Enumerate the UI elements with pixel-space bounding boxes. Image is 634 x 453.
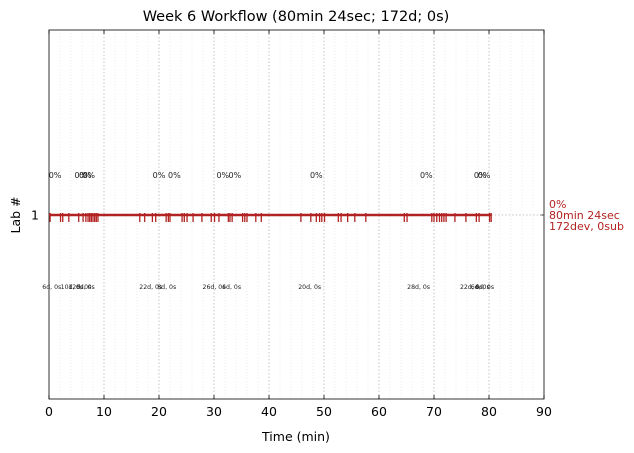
duration-label: 6d, 0s (475, 284, 494, 291)
percent-label: 0% (420, 171, 433, 180)
percent-labels: 0% 0%0%0% 0% 0% 0% 0% 0% 0% 0%0% (49, 171, 491, 180)
percent-label: 0% (82, 171, 95, 180)
percent-label: 0% (474, 171, 487, 180)
duration-label: 8d, 0s (157, 284, 176, 291)
y-axis-label: Lab # (8, 196, 23, 233)
duration-label: 22d, 0s (139, 284, 162, 291)
row-summary-line: 172dev, 0sub (549, 220, 624, 233)
x-axis-label: Time (min) (261, 429, 330, 444)
duration-label: 6d, 0s (471, 284, 490, 291)
percent-label: 0% (229, 171, 242, 180)
duration-label: 6d, 0s (42, 284, 61, 291)
duration-label: 22d, 0s (460, 284, 483, 291)
percent-label: 0% (153, 171, 166, 180)
x-tick-label: 70 (426, 404, 442, 419)
x-tick-label: 20 (151, 404, 167, 419)
x-tick-label: 50 (316, 404, 332, 419)
x-tick-label: 0 (45, 404, 53, 419)
percent-label: 0% (310, 171, 323, 180)
row-summary-line: 80min 24sec (549, 209, 620, 222)
x-tick-label: 10 (96, 404, 112, 419)
y-tick-label: 1 (31, 208, 39, 223)
percent-label: 0% (216, 171, 229, 180)
duration-label: 26d, 0s (203, 284, 226, 291)
duration-label: 6d, 0s (76, 284, 95, 291)
x-axis: 0 10 20 30 40 50 60 70 80 90 (45, 30, 552, 419)
duration-label: 28d, 0s (407, 284, 430, 291)
chart-title: Week 6 Workflow (80min 24sec; 172d; 0s) (143, 9, 450, 25)
percent-label: 0% (49, 171, 62, 180)
percent-label: 0% (79, 171, 92, 180)
percent-label: 0% (478, 171, 491, 180)
x-tick-label: 40 (261, 404, 277, 419)
duration-label: 20d, 0s (298, 284, 321, 291)
x-tick-label: 30 (206, 404, 222, 419)
duration-label: 6d, 0s (222, 284, 241, 291)
percent-label: 0% (75, 171, 88, 180)
x-tick-label: 80 (481, 404, 497, 419)
row-summary-line: 0% (549, 198, 566, 211)
duration-label: 12d, 0s (68, 284, 91, 291)
percent-label: 0% (168, 171, 181, 180)
x-tick-label: 90 (536, 404, 552, 419)
duration-label: 10d, 0s (61, 284, 84, 291)
x-tick-label: 60 (371, 404, 387, 419)
